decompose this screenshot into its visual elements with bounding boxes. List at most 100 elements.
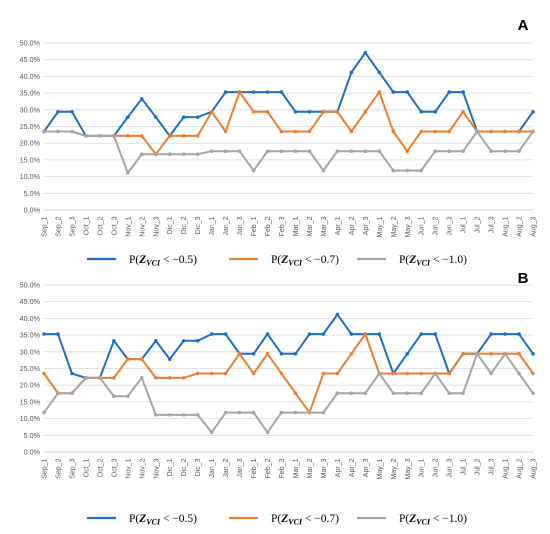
- y-tick-label: 35.0%: [20, 89, 41, 98]
- x-tick-label: Aug_3: [531, 458, 538, 478]
- x-tick-label: May_3: [405, 458, 412, 479]
- x-tick-label: Mar_1: [293, 458, 300, 478]
- data-point: [70, 391, 74, 396]
- data-point: [153, 152, 158, 157]
- data-point: [84, 376, 88, 380]
- data-point: [461, 149, 465, 154]
- data-point: [321, 332, 326, 336]
- x-tick-label: Jan_3: [237, 458, 244, 477]
- data-point: [489, 371, 493, 376]
- series-line: [43, 333, 534, 414]
- data-point: [98, 134, 102, 138]
- panel-label: A: [518, 17, 529, 34]
- data-point: [503, 149, 507, 154]
- chart-panel-a: 0.0% 5.0% 10.0% 15.0% 20.0% 25.0% 30.0% 35.0% 40…: [20, 17, 538, 268]
- data-point: [433, 110, 438, 114]
- data-point: [126, 394, 130, 399]
- data-point: [377, 90, 382, 94]
- data-point: [140, 134, 144, 138]
- x-tick-label: Feb_3: [279, 458, 286, 478]
- data-point: [489, 129, 493, 134]
- data-point: [195, 115, 200, 119]
- data-point: [195, 371, 200, 376]
- data-point: [140, 376, 144, 380]
- y-tick-label: 50.0%: [20, 281, 41, 290]
- x-tick-label: Jun_3: [447, 458, 454, 477]
- legend: P(ZVCI < −0.5) P(ZVCI < −0.7) P(ZVCI < −1.…: [87, 254, 467, 268]
- data-point: [335, 371, 340, 376]
- x-tick-label: Jul_2: [475, 216, 482, 233]
- data-point: [447, 90, 451, 94]
- data-point: [489, 149, 493, 154]
- legend: P(ZVCI < −0.5) P(ZVCI < −0.7) P(ZVCI < −1.…: [87, 513, 467, 527]
- data-point: [98, 376, 102, 380]
- data-point: [56, 110, 60, 114]
- y-tick-label: 30.0%: [20, 347, 41, 356]
- x-tick-label: May_1: [377, 458, 384, 479]
- data-point: [531, 110, 535, 114]
- x-tick-label: Sep_1: [42, 458, 49, 478]
- x-tick-label: Jan_2: [223, 216, 230, 235]
- x-tick-label: Sep_2: [55, 458, 62, 478]
- y-tick-label: 10.0%: [20, 414, 41, 423]
- y-tick-label: 40.0%: [20, 72, 41, 81]
- x-tick-label: Feb_3: [279, 216, 286, 236]
- data-point: [209, 430, 214, 435]
- data-point: [126, 134, 130, 138]
- data-point: [112, 394, 116, 399]
- data-point: [153, 338, 158, 343]
- data-point: [419, 332, 424, 336]
- data-point: [223, 410, 228, 415]
- data-point: [251, 90, 256, 94]
- data-point: [42, 129, 46, 134]
- legend-item: P(ZVCI < −0.7): [229, 254, 339, 268]
- data-point: [70, 371, 74, 376]
- x-tick-label: Jul_2: [475, 458, 482, 475]
- data-point: [237, 352, 242, 356]
- data-point: [391, 129, 396, 134]
- data-point: [307, 332, 312, 336]
- data-point: [42, 332, 46, 336]
- data-point: [126, 115, 130, 119]
- y-tick-label: 45.0%: [20, 55, 41, 64]
- x-tick-label: Jul_1: [461, 216, 468, 233]
- y-tick-label: 30.0%: [20, 105, 41, 114]
- data-point: [195, 134, 200, 138]
- x-tick-label: Nov_2: [139, 216, 146, 236]
- legend-label: P(ZVCI < −0.5): [129, 513, 197, 527]
- data-point: [279, 410, 284, 415]
- data-point: [209, 110, 214, 114]
- x-tick-label: Dic_1: [167, 216, 174, 234]
- y-tick-label: 35.0%: [20, 331, 41, 340]
- data-point: [461, 110, 465, 114]
- legend-label: P(ZVCI < −0.5): [129, 254, 197, 268]
- x-tick-label: May_1: [377, 216, 384, 237]
- legend-label: P(ZVCI < −1.0): [399, 513, 467, 527]
- data-point: [84, 134, 88, 138]
- data-point: [181, 338, 186, 343]
- data-point: [531, 371, 535, 376]
- data-point: [293, 410, 298, 415]
- data-point: [335, 391, 340, 396]
- data-point: [153, 376, 158, 380]
- data-point: [335, 110, 340, 114]
- x-tick-label: Jul_3: [489, 216, 496, 233]
- series-line: [43, 352, 534, 434]
- series-line: [44, 130, 534, 174]
- legend-label: P(ZVCI < −0.7): [271, 513, 339, 527]
- data-point: [503, 352, 507, 356]
- data-point: [209, 371, 214, 376]
- data-point: [293, 129, 298, 134]
- data-point: [56, 332, 60, 336]
- data-point: [181, 134, 186, 138]
- data-point: [293, 391, 298, 396]
- x-tick-label: Mar_3: [321, 458, 328, 478]
- data-point: [279, 90, 284, 94]
- data-point: [349, 391, 354, 396]
- series-1: [42, 50, 535, 138]
- x-tick-label: Aug_1: [503, 458, 510, 478]
- data-point: [42, 410, 46, 415]
- data-point: [405, 168, 410, 173]
- x-tick-label: Jul_1: [461, 458, 468, 475]
- y-tick-label: 25.0%: [20, 122, 41, 131]
